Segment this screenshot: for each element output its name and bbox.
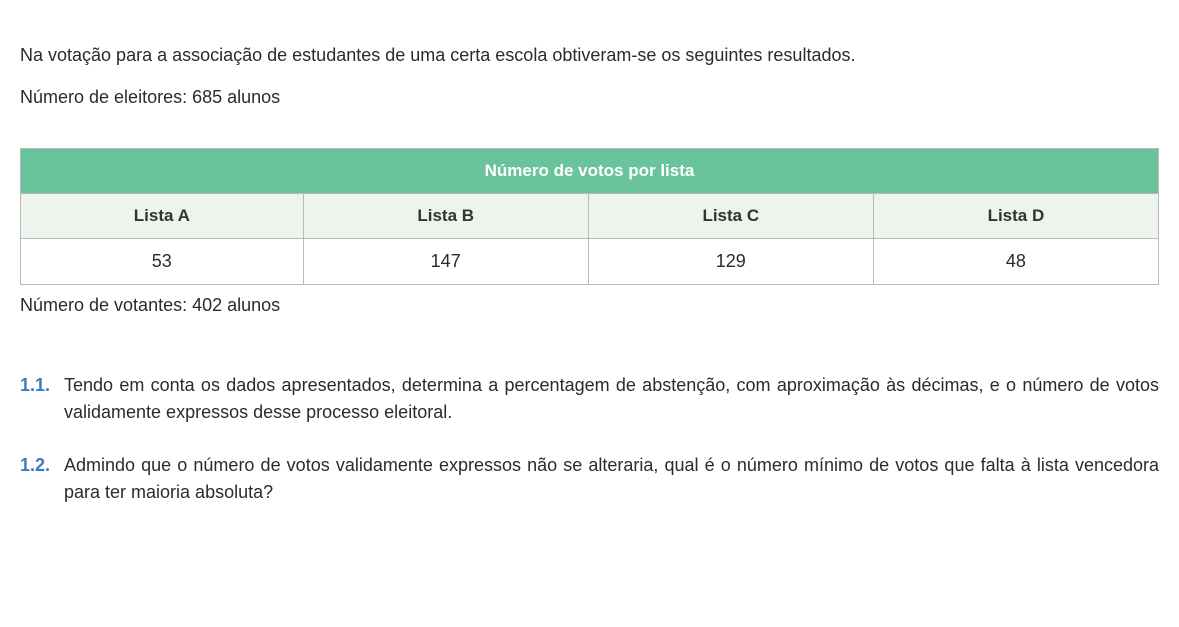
question-text: Tendo em conta os dados apresentados, de…	[64, 372, 1159, 426]
col-head-b: Lista B	[303, 194, 588, 239]
cell-b: 147	[303, 239, 588, 285]
eleitores-line: Número de eleitores: 685 alunos	[20, 87, 1159, 108]
table-title: Número de votos por lista	[21, 149, 1159, 194]
col-head-c: Lista C	[588, 194, 873, 239]
votes-table: Número de votos por lista Lista A Lista …	[20, 148, 1159, 285]
question-1-2: 1.2. Admindo que o número de votos valid…	[20, 452, 1159, 506]
table-data-row: 53 147 129 48	[21, 239, 1159, 285]
votantes-line: Número de votantes: 402 alunos	[20, 295, 1159, 316]
question-1-1: 1.1. Tendo em conta os dados apresentado…	[20, 372, 1159, 426]
col-head-d: Lista D	[873, 194, 1158, 239]
intro-text: Na votação para a associação de estudant…	[20, 42, 1159, 69]
table-header-row: Lista A Lista B Lista C Lista D	[21, 194, 1159, 239]
question-text: Admindo que o número de votos validament…	[64, 452, 1159, 506]
col-head-a: Lista A	[21, 194, 304, 239]
cell-c: 129	[588, 239, 873, 285]
cell-d: 48	[873, 239, 1158, 285]
cell-a: 53	[21, 239, 304, 285]
question-number: 1.1.	[20, 372, 56, 426]
question-number: 1.2.	[20, 452, 56, 506]
